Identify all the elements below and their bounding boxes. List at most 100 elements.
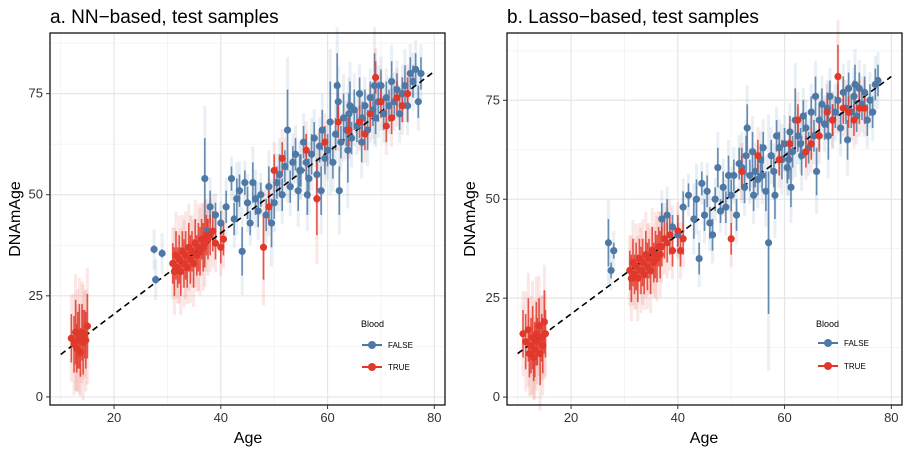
data-point [742, 152, 750, 160]
data-point [317, 187, 325, 195]
data-point [539, 342, 547, 350]
data-point [82, 336, 90, 344]
data-point [829, 116, 837, 124]
data-point [811, 92, 820, 100]
legend-marker-true [824, 362, 832, 370]
data-point [861, 104, 869, 112]
data-point [334, 118, 342, 126]
panel-nn-based: a. NN−based, test samples 20 40 60 80 0 25 50 7… [7, 7, 446, 447]
data-point [524, 326, 532, 334]
data-point [270, 166, 278, 175]
data-marks [517, 19, 892, 411]
data-point [254, 207, 262, 215]
data-marks [60, 27, 435, 401]
data-point [334, 98, 342, 106]
y-tick-label: 25 [29, 288, 43, 303]
data-point [727, 235, 735, 243]
data-point [751, 167, 759, 176]
data-point [786, 128, 794, 136]
data-point [243, 199, 252, 207]
data-point [724, 171, 733, 180]
plot-frame [49, 32, 446, 406]
data-point [323, 146, 332, 154]
data-point [708, 231, 717, 239]
data-point [730, 171, 738, 180]
data-point [750, 191, 758, 199]
data-point [398, 90, 406, 98]
data-point [396, 110, 404, 118]
data-point [802, 124, 810, 132]
data-point [289, 158, 297, 166]
data-point [727, 191, 735, 199]
data-point [794, 116, 802, 124]
data-point [626, 266, 634, 275]
data-point [839, 104, 847, 112]
chart-title: b. Lasso−based, test samples [507, 7, 759, 28]
data-point [406, 69, 414, 78]
data-point [217, 219, 225, 227]
data-point [786, 140, 794, 148]
data-point [711, 195, 719, 203]
data-point [794, 132, 802, 140]
data-point [656, 251, 664, 259]
grid [50, 33, 445, 405]
data-point [740, 183, 749, 191]
data-point [217, 243, 225, 251]
data-point [767, 152, 775, 160]
data-point [658, 243, 666, 251]
data-point [152, 276, 160, 284]
data-point [743, 124, 751, 132]
data-point [417, 69, 425, 78]
data-point [76, 348, 85, 357]
plot-frame [506, 32, 903, 406]
x-tick-label: 40 [671, 410, 685, 425]
reference-line [60, 70, 435, 356]
data-point [658, 215, 666, 223]
data-point [845, 108, 853, 116]
x-tick-label: 60 [777, 410, 791, 425]
data-point [719, 183, 727, 191]
data-point [821, 120, 829, 128]
data-point [393, 86, 401, 94]
legend-label-false: FALSE [844, 339, 869, 348]
data-point [775, 156, 783, 164]
data-point [404, 102, 412, 110]
data-point [233, 195, 241, 203]
data-point [326, 118, 334, 126]
data-point [366, 110, 374, 118]
data-point [799, 112, 807, 120]
data-point [866, 96, 874, 104]
data-point [690, 215, 698, 223]
data-point [321, 138, 329, 146]
data-point [372, 73, 380, 82]
data-point [265, 203, 273, 211]
data-point [398, 102, 406, 110]
data-point [861, 88, 869, 96]
y-axis-title: DNAmAge [462, 181, 479, 257]
data-point [531, 345, 539, 354]
data-point [663, 239, 671, 247]
data-point [181, 251, 190, 259]
data-point [815, 116, 823, 124]
data-point [313, 195, 321, 203]
y-axis-title: DNAmAge [7, 181, 24, 257]
data-point [329, 158, 337, 166]
data-point [273, 179, 281, 187]
data-point [674, 227, 682, 235]
data-point [388, 77, 396, 86]
data-point [810, 132, 818, 140]
data-point [604, 239, 613, 247]
data-point [679, 203, 687, 211]
legend-marker-false [368, 341, 376, 349]
x-axis-title: Age [690, 430, 719, 447]
x-tick-label: 80 [427, 410, 441, 425]
data-point [345, 110, 353, 118]
data-point [714, 163, 722, 172]
data-point [851, 80, 859, 89]
data-point [393, 94, 401, 102]
data-point [530, 353, 538, 362]
data-point [307, 150, 316, 158]
data-point [382, 122, 390, 130]
data-point [302, 146, 310, 154]
x-axis-title: Age [234, 430, 263, 447]
